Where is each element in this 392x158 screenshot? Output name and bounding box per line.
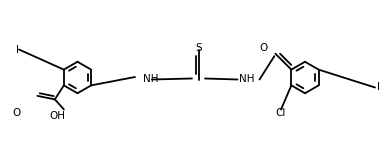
Text: O: O [260,43,268,52]
Text: I: I [16,45,19,55]
Text: O: O [13,108,21,118]
Text: NH: NH [143,75,159,85]
Text: NH: NH [239,75,254,85]
Text: S: S [195,43,202,52]
Text: OH: OH [49,111,65,121]
Text: Cl: Cl [276,107,286,118]
Text: I: I [377,82,381,92]
